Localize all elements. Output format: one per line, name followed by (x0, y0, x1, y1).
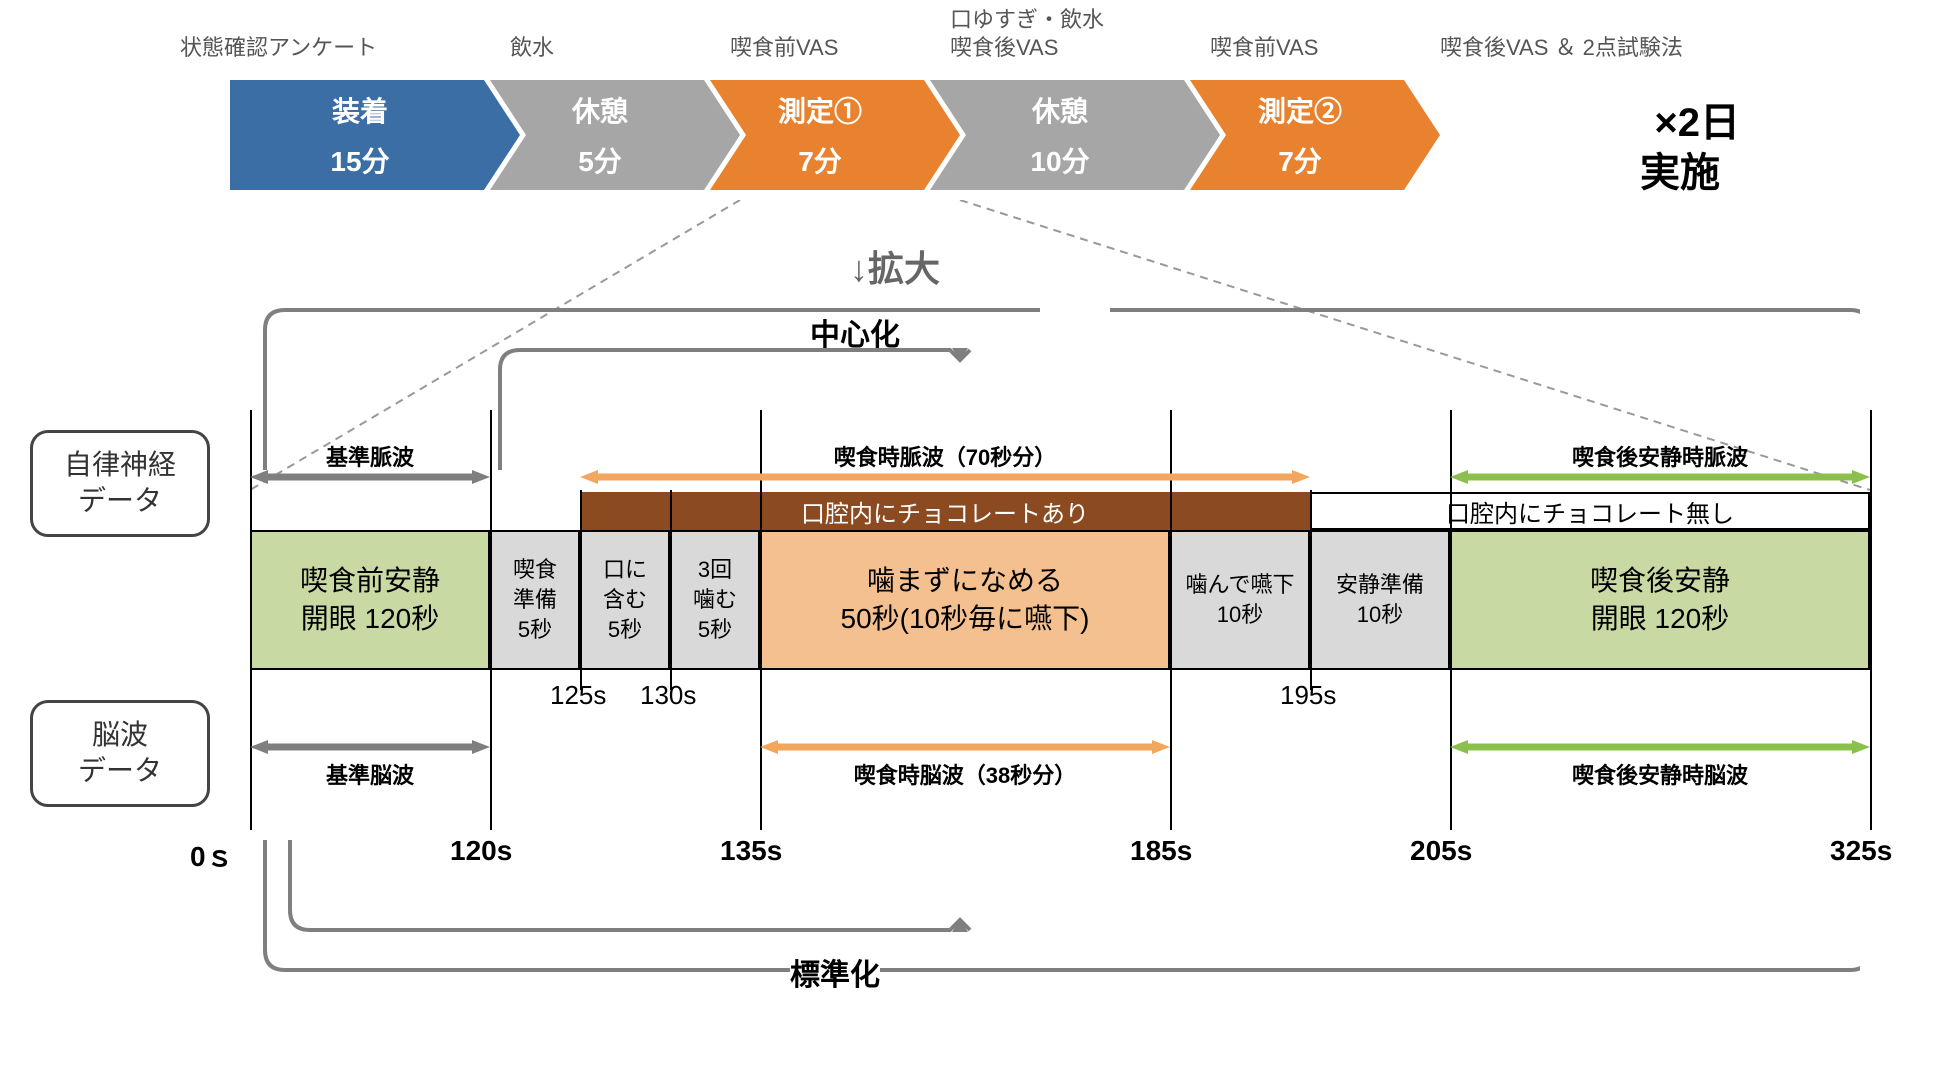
chevron-0-title: 装着 (332, 90, 388, 130)
tick-130 (670, 490, 672, 690)
chocolate-present-bar: 口腔内にチョコレートあり (580, 492, 1310, 530)
segment-mouth-line-2: 5秒 (608, 615, 642, 645)
tick-label-small-130: 130s (640, 680, 696, 711)
tick-label-small-195: 195s (1280, 680, 1336, 711)
tick-label-0: 0ｓ (190, 835, 234, 875)
segment-lick-line-0: 噛まずになめる (867, 562, 1063, 600)
segment-row: 喫食前安静開眼 120秒喫食準備5秒口に含む5秒3回噛む5秒噛まずになめる50秒… (250, 530, 1900, 670)
chevron-3: 休憩 10分 (930, 80, 1220, 190)
top-label-1: 飲水 (510, 30, 554, 62)
segment-lick: 噛まずになめる50秒(10秒毎に嚥下) (760, 530, 1170, 670)
top-label-5: 喫食後VAS ＆ 2点試験法 (1440, 30, 1683, 62)
segment-rest_pre-line-0: 喫食前安静 (300, 562, 440, 600)
top-labels: 状態確認アンケート 飲水 喫食前VAS 口ゆすぎ・飲水 喫食後VAS 喫食前VA… (230, 30, 1730, 70)
bracket-centering-label: 中心化 (810, 310, 900, 354)
timeline-area: 中心化 口腔内にチョコレートあり 口腔内にチョコレート無し 喫食前安静開眼 12… (250, 330, 1900, 1030)
segment-chew3: 3回噛む5秒 (670, 530, 760, 670)
chevron-4-sub: 7分 (1278, 140, 1322, 180)
segment-prep: 喫食準備5秒 (490, 530, 580, 670)
arrow-label: 基準脳波 (250, 758, 490, 790)
tick-325 (1870, 410, 1872, 830)
chocolate-present-text: 口腔内にチョコレートあり (801, 494, 1089, 529)
bracket-standardization-label: 標準化 (790, 950, 880, 994)
arrow-喫食後安静時脈波 (1450, 470, 1870, 484)
arrow-喫食時脈波（70秒分） (580, 470, 1310, 484)
segment-rest_prep-line-1: 10秒 (1357, 600, 1403, 630)
chocolate-absent-bar: 口腔内にチョコレート無し (1310, 492, 1870, 530)
chevron-2-sub: 7分 (798, 140, 842, 180)
chevron-0: 装着 15分 (230, 80, 520, 190)
arrow-label: 喫食時脈波（70秒分） (580, 440, 1310, 472)
segment-rest_pre-line-1: 開眼 120秒 (301, 600, 440, 638)
chevron-row: 装着 15分 休憩 5分 測定① 7分 休憩 10分 測定② 7分 (230, 80, 1730, 190)
chevron-3-sub: 10分 (1030, 140, 1089, 180)
segment-lick-line-1: 50秒(10秒毎に嚥下) (841, 600, 1090, 638)
tick-125 (580, 490, 582, 690)
arrow-label: 喫食後安静時脳波 (1450, 758, 1870, 790)
chevron-0-sub: 15分 (330, 140, 389, 180)
segment-mouth: 口に含む5秒 (580, 530, 670, 670)
side-box-autonomic: 自律神経データ (30, 430, 210, 537)
top-flow: 状態確認アンケート 飲水 喫食前VAS 口ゆすぎ・飲水 喫食後VAS 喫食前VA… (230, 30, 1730, 230)
segment-chew3-line-1: 噛む (693, 585, 737, 615)
segment-swallow-line-1: 10秒 (1217, 600, 1263, 630)
segment-rest_post-line-1: 開眼 120秒 (1591, 600, 1730, 638)
arrow-喫食時脳波（38秒分） (760, 740, 1170, 754)
arrow-label: 喫食時脳波（38秒分） (760, 758, 1170, 790)
segment-prep-line-2: 5秒 (518, 615, 552, 645)
top-label-3: 喫食後VAS (950, 30, 1058, 62)
segment-mouth-line-0: 口に (603, 555, 647, 585)
arrow-基準脈波 (250, 470, 490, 484)
chevron-1: 休憩 5分 (490, 80, 740, 190)
segment-swallow: 噛んで嚥下10秒 (1170, 530, 1310, 670)
top-label-4: 喫食前VAS (1210, 30, 1318, 62)
zoom-label: ↓拡大 (850, 240, 940, 292)
arrow-label: 喫食後安静時脈波 (1450, 440, 1870, 472)
bracket-standardization (260, 840, 1860, 990)
segment-rest_prep-line-0: 安静準備 (1336, 570, 1424, 600)
top-label-0: 状態確認アンケート (180, 30, 377, 62)
chevron-4-title: 測定② (1258, 90, 1342, 130)
chevron-2: 測定① 7分 (710, 80, 960, 190)
chevron-3-title: 休憩 (1032, 90, 1088, 130)
side-box-eeg-text: 脳波データ (78, 719, 162, 786)
tick-195 (1310, 490, 1312, 690)
arrow-喫食後安静時脳波 (1450, 740, 1870, 754)
segment-swallow-line-0: 噛んで嚥下 (1186, 570, 1295, 600)
chevron-1-title: 休憩 (572, 90, 628, 130)
arrow-label: 基準脈波 (250, 440, 490, 472)
segment-rest_post: 喫食後安静開眼 120秒 (1450, 530, 1870, 670)
days-note-2: 実施 (1640, 140, 1720, 198)
chevron-2-title: 測定① (778, 90, 862, 130)
tick-label-small-125: 125s (550, 680, 606, 711)
chevron-4: 測定② 7分 (1190, 80, 1440, 190)
segment-rest_prep: 安静準備10秒 (1310, 530, 1450, 670)
segment-prep-line-0: 喫食 (513, 555, 557, 585)
segment-rest_pre: 喫食前安静開眼 120秒 (250, 530, 490, 670)
side-box-autonomic-text: 自律神経データ (64, 449, 176, 516)
segment-mouth-line-1: 含む (603, 585, 647, 615)
segment-prep-line-1: 準備 (513, 585, 557, 615)
arrow-基準脳波 (250, 740, 490, 754)
chocolate-absent-text: 口腔内にチョコレート無し (1446, 494, 1734, 529)
detail-timeline: 自律神経データ 脳波データ 中心化 口腔内にチョコレートあり 口腔内にチョコレー… (30, 330, 1920, 1050)
segment-rest_post-line-0: 喫食後安静 (1590, 562, 1730, 600)
side-box-eeg: 脳波データ (30, 700, 210, 807)
top-label-2: 喫食前VAS (730, 30, 838, 62)
segment-chew3-line-0: 3回 (698, 555, 732, 585)
tick-120 (490, 410, 492, 830)
chevron-1-sub: 5分 (578, 140, 622, 180)
segment-chew3-line-2: 5秒 (698, 615, 732, 645)
